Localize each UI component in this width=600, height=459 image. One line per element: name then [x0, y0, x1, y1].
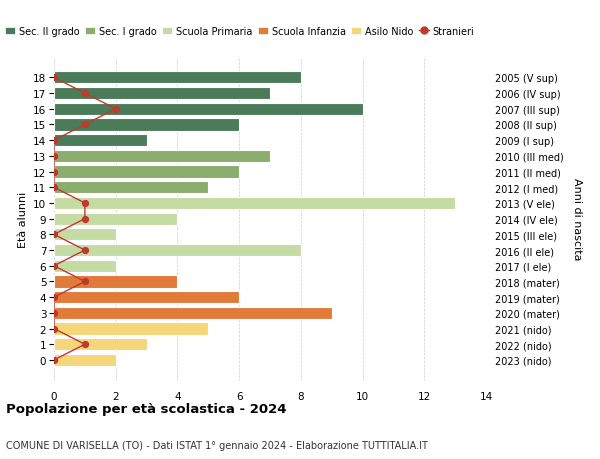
Point	[80, 278, 89, 285]
Point	[49, 263, 59, 270]
Bar	[54, 213, 178, 225]
Point	[49, 153, 59, 160]
Bar	[54, 291, 239, 303]
Point	[49, 184, 59, 191]
Point	[80, 90, 89, 97]
Point	[49, 357, 59, 364]
Point	[49, 74, 59, 82]
Bar	[54, 182, 208, 194]
Text: COMUNE DI VARISELLA (TO) - Dati ISTAT 1° gennaio 2024 - Elaborazione TUTTITALIA.: COMUNE DI VARISELLA (TO) - Dati ISTAT 1°…	[6, 440, 428, 450]
Bar	[54, 276, 178, 288]
Point	[49, 294, 59, 301]
Bar	[54, 88, 270, 100]
Bar	[54, 166, 239, 178]
Bar	[54, 135, 146, 147]
Bar	[54, 244, 301, 257]
Bar	[54, 72, 301, 84]
Bar	[54, 103, 362, 116]
Bar	[54, 229, 116, 241]
Point	[49, 325, 59, 332]
Point	[80, 216, 89, 223]
Bar	[54, 338, 146, 351]
Bar	[54, 197, 455, 210]
Point	[49, 137, 59, 145]
Legend: Sec. II grado, Sec. I grado, Scuola Primaria, Scuola Infanzia, Asilo Nido, Stran: Sec. II grado, Sec. I grado, Scuola Prim…	[3, 25, 476, 39]
Point	[80, 247, 89, 254]
Bar	[54, 119, 239, 131]
Bar	[54, 307, 332, 319]
Point	[49, 231, 59, 239]
Bar	[54, 354, 116, 366]
Bar	[54, 151, 270, 162]
Point	[80, 122, 89, 129]
Y-axis label: Età alunni: Età alunni	[17, 191, 28, 247]
Bar	[54, 260, 116, 272]
Point	[49, 168, 59, 176]
Point	[49, 309, 59, 317]
Bar	[54, 323, 208, 335]
Point	[80, 200, 89, 207]
Text: Popolazione per età scolastica - 2024: Popolazione per età scolastica - 2024	[6, 403, 287, 415]
Point	[111, 106, 121, 113]
Point	[80, 341, 89, 348]
Y-axis label: Anni di nascita: Anni di nascita	[572, 178, 582, 260]
